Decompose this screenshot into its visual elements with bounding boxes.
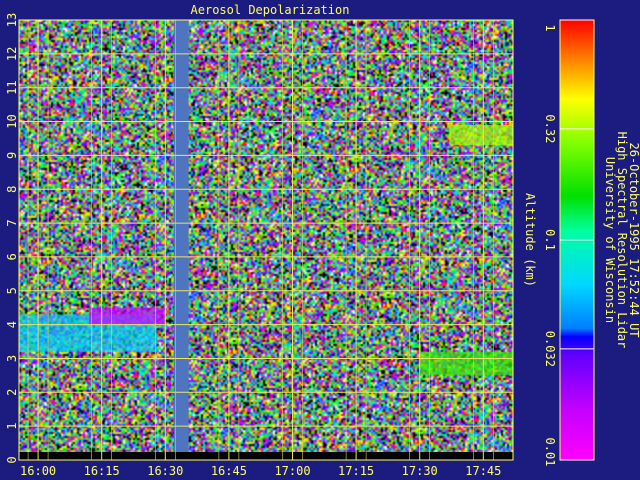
feature-layer-2 [88,307,166,325]
credit-line-3: 26-October-1995 17:52:44 UT [627,142,640,337]
feature-layers [19,124,513,376]
colorbar-tick-label: 0.01 [543,438,557,467]
chart-title: Aerosol Depolarization [191,3,350,17]
credit-line-2: High Spectral Resolution Lidar [615,132,629,349]
x-tick-label: 17:15 [338,464,374,478]
x-tick-labels: 16:00 16:15 16:30 16:45 17:00 17:15 17:30 17:45 [20,464,501,478]
colorbar-tick-label: 1 [543,24,557,31]
x-tick-label: 16:15 [84,464,120,478]
y-tick-label: 11 [5,80,19,94]
y-tick-label: 10 [5,114,19,128]
x-tick-label: 16:00 [20,464,56,478]
y-tick-label: 2 [5,389,19,396]
y-tick-label: 0 [5,456,19,463]
y-tick-label: 13 [5,13,19,27]
y-tick-label: 3 [5,355,19,362]
colorbar-tick-labels: 1 0.32 0.1 0.032 0.01 [543,19,594,467]
x-tick-label: 16:30 [147,464,183,478]
y-axis-label: Altitude (km) [523,193,537,287]
y-tick-label: 9 [5,152,19,159]
feature-layer-3 [449,124,513,146]
colorbar-tick-label: 0.1 [543,229,557,251]
plot-frame [18,19,514,461]
credit-line-1: University of Wisconsin [603,157,617,323]
feature-layer-4 [419,351,513,376]
ground-strip [19,452,513,460]
x-tick-label: 17:30 [402,464,438,478]
y-tick-label: 7 [5,219,19,226]
colorbar-tick-label: 0.32 [543,114,557,143]
credit-block: University of Wisconsin High Spectral Re… [603,132,640,349]
y-tick-label: 1 [5,423,19,430]
x-tick-label: 16:45 [211,464,247,478]
y-tick-label: 12 [5,47,19,61]
x-tick-label: 17:00 [274,464,310,478]
y-tick-label: 6 [5,253,19,260]
y-tick-label: 5 [5,287,19,294]
data-gap [173,20,189,460]
colorbar-tick-label: 0.032 [543,331,557,367]
x-tick-label: 17:45 [465,464,501,478]
depolarization-field [19,20,513,460]
y-tick-label: 8 [5,186,19,193]
y-tick-label: 4 [5,321,19,328]
